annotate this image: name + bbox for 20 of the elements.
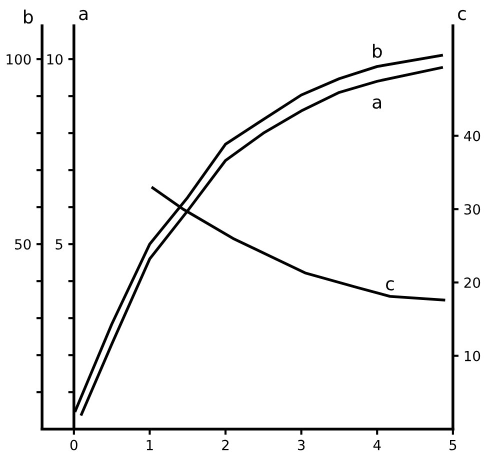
- y3-tick-label: 20: [464, 277, 480, 288]
- series-label: b: [373, 44, 382, 58]
- y3-tick-label: 10: [464, 350, 480, 362]
- x-tick-label: 5: [450, 440, 456, 450]
- y-axis-title: b: [24, 10, 33, 24]
- y3-tick-label: 30: [464, 204, 480, 215]
- x-tick-label: 4: [373, 440, 381, 450]
- y-tick-label: 100: [6, 54, 31, 65]
- y2-tick-label: 10: [47, 54, 63, 65]
- x-tick-label: 3: [298, 440, 305, 450]
- y3-tick-label: 40: [464, 130, 480, 142]
- x-tick-label: 0: [70, 440, 78, 450]
- y2-axis-title: a: [79, 10, 88, 20]
- x-tick-label: 1: [146, 440, 153, 450]
- y-tick-label: 50: [15, 239, 31, 250]
- y2-tick-label: 5: [56, 239, 62, 250]
- x-tick-label: 2: [222, 440, 229, 450]
- series-label: a: [372, 98, 382, 109]
- series-label: c: [386, 280, 394, 291]
- y3-axis-title: c: [458, 10, 466, 20]
